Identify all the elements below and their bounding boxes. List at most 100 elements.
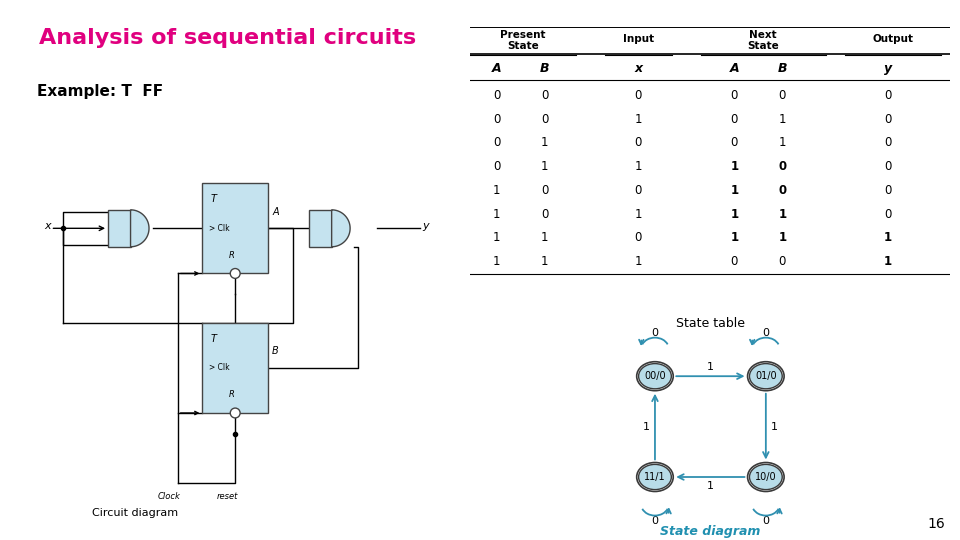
Text: 1: 1 <box>635 255 642 268</box>
Text: 0: 0 <box>779 160 786 173</box>
Text: 0: 0 <box>779 89 786 102</box>
Text: 0: 0 <box>493 136 500 150</box>
Text: 1: 1 <box>635 112 642 126</box>
Ellipse shape <box>636 362 673 391</box>
Text: 0: 0 <box>635 184 642 197</box>
Text: 01/0: 01/0 <box>755 371 777 381</box>
Text: 11/1: 11/1 <box>644 472 666 482</box>
Text: 1: 1 <box>635 160 642 173</box>
Text: 0: 0 <box>731 112 738 126</box>
Text: 1: 1 <box>884 231 892 245</box>
Text: 1: 1 <box>779 231 786 245</box>
Text: 1: 1 <box>707 481 714 491</box>
Text: B: B <box>272 347 279 356</box>
Text: 0: 0 <box>884 89 892 102</box>
Ellipse shape <box>636 462 673 491</box>
Text: 0: 0 <box>779 184 786 197</box>
Text: x: x <box>44 221 51 231</box>
Text: y: y <box>884 62 892 75</box>
Text: B: B <box>778 62 787 75</box>
Polygon shape <box>108 210 131 247</box>
Text: 1: 1 <box>493 255 500 268</box>
Ellipse shape <box>748 362 784 391</box>
Text: 1: 1 <box>541 160 548 173</box>
Text: 0: 0 <box>541 112 548 126</box>
Text: 1: 1 <box>493 231 500 245</box>
Text: 1: 1 <box>635 207 642 221</box>
Text: 0: 0 <box>541 207 548 221</box>
Text: > Clk: > Clk <box>208 363 229 373</box>
Polygon shape <box>203 323 268 413</box>
Text: 1: 1 <box>779 136 786 150</box>
Text: A: A <box>272 207 278 217</box>
Text: 0: 0 <box>884 184 892 197</box>
Text: 0: 0 <box>541 184 548 197</box>
Text: 0: 0 <box>731 255 738 268</box>
Text: R: R <box>229 390 235 400</box>
Ellipse shape <box>750 363 782 389</box>
Text: T: T <box>210 334 217 344</box>
Text: A: A <box>492 62 502 75</box>
Text: T: T <box>210 194 217 205</box>
Text: R: R <box>229 251 235 260</box>
Text: 0: 0 <box>493 89 500 102</box>
Text: A: A <box>730 62 739 75</box>
Ellipse shape <box>638 464 671 490</box>
Text: 0: 0 <box>884 207 892 221</box>
Text: 0: 0 <box>541 89 548 102</box>
Text: Clock: Clock <box>158 492 181 501</box>
Text: Present
State: Present State <box>500 30 546 51</box>
Text: 1: 1 <box>731 184 738 197</box>
Text: Circuit diagram: Circuit diagram <box>91 508 178 518</box>
Text: 0: 0 <box>635 231 642 245</box>
Text: 0: 0 <box>884 160 892 173</box>
Text: 0: 0 <box>762 328 769 338</box>
Text: 1: 1 <box>884 255 892 268</box>
Text: 1: 1 <box>779 207 786 221</box>
Text: Next
State: Next State <box>747 30 780 51</box>
Text: x: x <box>635 62 642 75</box>
Text: y: y <box>422 221 428 231</box>
Text: 1: 1 <box>541 136 548 150</box>
Text: 0: 0 <box>762 516 769 525</box>
Text: 1: 1 <box>731 231 738 245</box>
Circle shape <box>230 408 240 418</box>
Text: 1: 1 <box>771 422 779 431</box>
Text: 0: 0 <box>635 89 642 102</box>
Text: 10/0: 10/0 <box>755 472 777 482</box>
Text: 1: 1 <box>707 362 714 373</box>
Text: 0: 0 <box>635 136 642 150</box>
Polygon shape <box>309 210 331 247</box>
Text: 16: 16 <box>928 517 946 531</box>
Polygon shape <box>203 183 268 273</box>
Text: 0: 0 <box>652 516 659 525</box>
Text: reset: reset <box>216 492 238 501</box>
Polygon shape <box>331 210 350 247</box>
Text: 0: 0 <box>493 112 500 126</box>
Ellipse shape <box>748 462 784 491</box>
Text: 0: 0 <box>731 89 738 102</box>
Text: 1: 1 <box>642 422 650 431</box>
Text: B: B <box>540 62 549 75</box>
Text: State diagram: State diagram <box>660 525 760 538</box>
Text: 0: 0 <box>779 255 786 268</box>
Text: 1: 1 <box>541 231 548 245</box>
Text: 1: 1 <box>493 207 500 221</box>
Circle shape <box>230 268 240 279</box>
Text: Output: Output <box>873 34 913 44</box>
Text: 0: 0 <box>884 136 892 150</box>
Text: 1: 1 <box>779 112 786 126</box>
Text: 1: 1 <box>493 184 500 197</box>
Text: 0: 0 <box>493 160 500 173</box>
Ellipse shape <box>750 464 782 490</box>
Text: 1: 1 <box>731 160 738 173</box>
Text: Example: T  FF: Example: T FF <box>37 84 163 99</box>
Text: 1: 1 <box>541 255 548 268</box>
Text: 0: 0 <box>731 136 738 150</box>
Ellipse shape <box>638 363 671 389</box>
Text: Input: Input <box>623 34 654 44</box>
Text: 1: 1 <box>731 207 738 221</box>
Text: State table: State table <box>676 317 745 330</box>
Polygon shape <box>131 210 149 247</box>
Text: 0: 0 <box>884 112 892 126</box>
